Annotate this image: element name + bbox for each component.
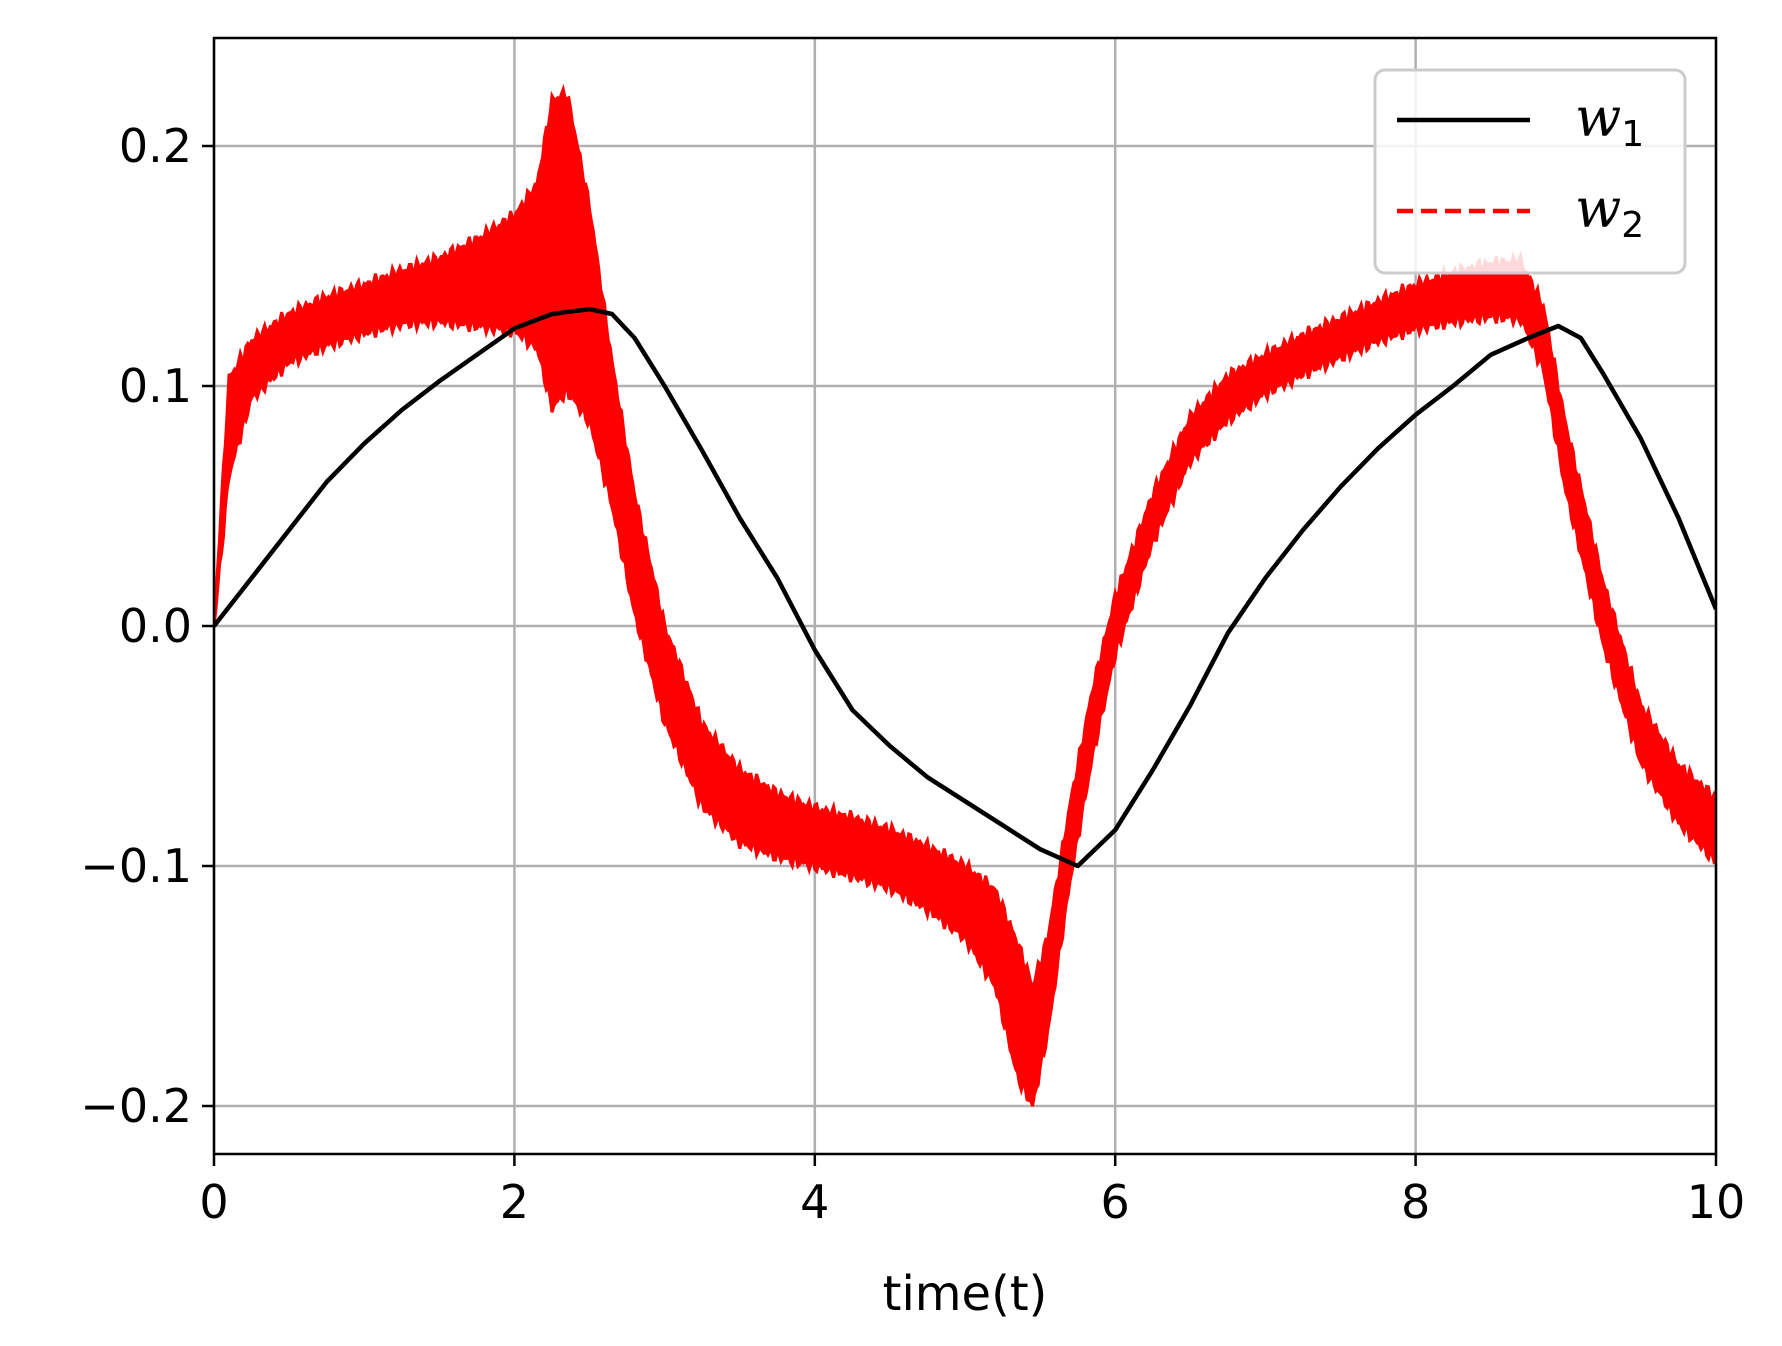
legend: w1 w2 xyxy=(1373,68,1687,275)
x-tick-label: 10 xyxy=(1687,1175,1746,1229)
legend-w1-label: w1 xyxy=(1575,86,1644,155)
y-tick-label: −0.2 xyxy=(80,1079,192,1133)
x-axis-label: time(t) xyxy=(883,1266,1048,1322)
x-tick-label: 4 xyxy=(800,1175,829,1229)
series-w1-line xyxy=(214,306,1716,869)
x-tick-label: 8 xyxy=(1401,1175,1430,1229)
y-tick-label: 0.2 xyxy=(119,119,192,173)
axes-frame xyxy=(212,36,1718,1156)
series-w2-band xyxy=(214,83,1716,1107)
y-tick-label: 0.1 xyxy=(119,359,192,413)
plot-area xyxy=(214,83,1716,1107)
y-tick-label: 0.0 xyxy=(119,599,192,653)
x-tick-label: 0 xyxy=(199,1175,228,1229)
legend-w2-label: w2 xyxy=(1575,177,1644,246)
x-tick-label: 2 xyxy=(500,1175,529,1229)
axis-ticks: 0 2 4 6 8 10 −0.2 −0.1 0.0 0.1 0.2 xyxy=(80,119,1745,1229)
x-tick-label: 6 xyxy=(1101,1175,1130,1229)
y-tick-label: −0.1 xyxy=(80,839,192,893)
